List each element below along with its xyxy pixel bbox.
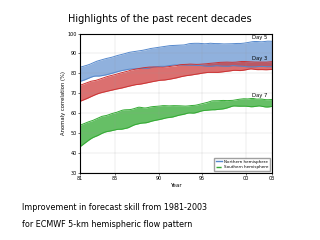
Text: for ECMWF 5-km hemispheric flow pattern: for ECMWF 5-km hemispheric flow pattern <box>22 220 193 228</box>
Text: Improvement in forecast skill from 1981-2003: Improvement in forecast skill from 1981-… <box>22 203 207 212</box>
Text: Day 3: Day 3 <box>252 56 268 61</box>
Legend: Northern hemisphere, Southern hemisphere: Northern hemisphere, Southern hemisphere <box>214 158 270 171</box>
Text: Highlights of the past recent decades: Highlights of the past recent decades <box>68 14 252 24</box>
X-axis label: Year: Year <box>170 183 182 188</box>
Text: Day 5: Day 5 <box>252 35 268 40</box>
Y-axis label: Anomaly correlation (%): Anomaly correlation (%) <box>61 71 66 135</box>
Text: Day 7: Day 7 <box>252 93 268 98</box>
